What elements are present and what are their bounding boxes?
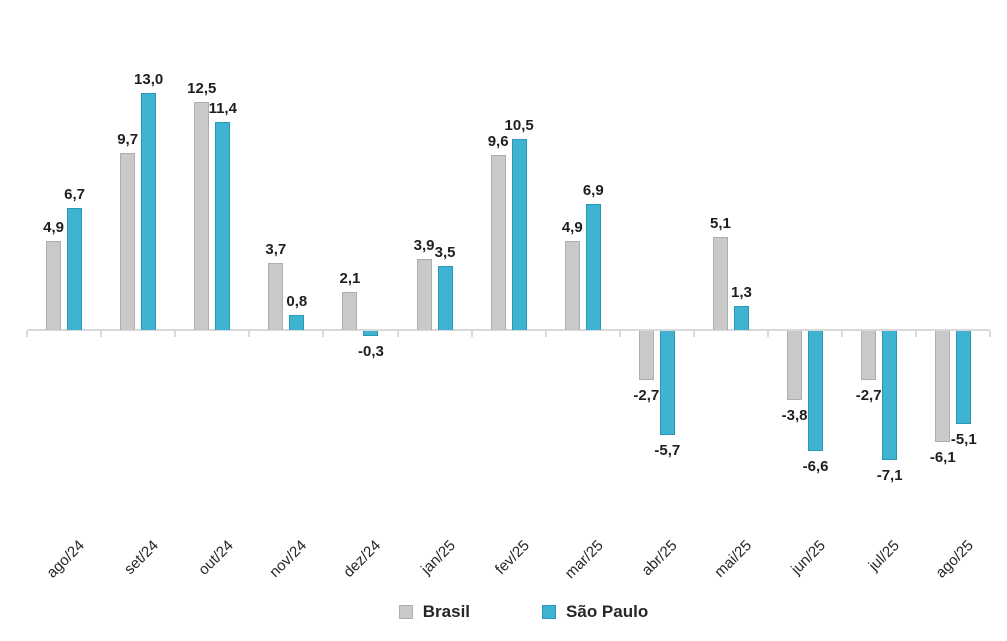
bar-value-label: 10,5 (504, 116, 534, 134)
bar-value-label: 3,7 (265, 240, 287, 258)
x-axis-label-text: mar/25 (561, 537, 607, 583)
bar-brasil (46, 240, 62, 330)
bar-brasil (416, 258, 432, 330)
x-axis-tick (174, 331, 177, 337)
bar-brasil (268, 262, 284, 330)
bar-brasil (638, 331, 654, 381)
x-axis-tick (248, 331, 251, 337)
bar-sao-paulo (733, 306, 749, 330)
bar-value-label: 1,3 (731, 284, 752, 302)
bar-value-label: 3,5 (434, 244, 456, 262)
bar-value-label: 9,6 (487, 132, 509, 150)
bar-value-label: -6,1 (929, 449, 956, 467)
bar-brasil (935, 331, 951, 443)
x-axis-tick (618, 331, 621, 337)
bar-sao-paulo (289, 315, 305, 330)
bar-sao-paulo (808, 331, 824, 452)
bar-sao-paulo (956, 331, 972, 424)
bar-brasil (490, 154, 506, 330)
bar-sao-paulo (141, 93, 157, 330)
bar-sao-paulo (215, 122, 231, 330)
x-axis-tick (100, 331, 103, 337)
chart-legend: Brasil São Paulo (0, 602, 1007, 622)
legend-item-sao-paulo: São Paulo (542, 602, 648, 622)
x-axis-tick (26, 331, 28, 337)
bar-value-label: -0,3 (358, 343, 384, 361)
x-axis-line (27, 329, 991, 331)
x-axis-label-text: fev/25 (491, 537, 533, 578)
bar-value-label: -5,7 (654, 441, 681, 459)
legend-label-sao-paulo: São Paulo (566, 602, 649, 621)
bar-value-label: 5,1 (710, 215, 731, 233)
bar-value-label: -6,6 (802, 458, 829, 476)
bar-value-label: -2,7 (633, 387, 660, 405)
bar-value-label: 4,9 (43, 218, 64, 236)
x-axis-tick (544, 331, 547, 337)
bar-sao-paulo (659, 331, 675, 435)
bar-value-label: 0,8 (286, 293, 308, 311)
bar-value-label: 12,5 (187, 80, 217, 98)
x-axis-tick (841, 331, 844, 337)
bar-value-label: 2,1 (339, 269, 361, 287)
legend-item-brasil: Brasil (398, 602, 471, 622)
x-axis-label-text: ago/25 (932, 537, 978, 582)
x-axis-label-text: jun/25 (788, 537, 830, 578)
bar-sao-paulo (585, 204, 601, 330)
bar-sao-paulo (511, 138, 527, 330)
bar-value-label: 3,9 (413, 236, 435, 254)
bar-value-label: 13,0 (134, 71, 164, 88)
x-axis-label-text: jan/25 (417, 537, 459, 578)
x-axis-label-text: dez/24 (340, 537, 385, 581)
x-axis-tick (692, 331, 695, 337)
bar-sao-paulo (437, 266, 453, 330)
bar-value-label: 6,9 (582, 182, 604, 200)
bar-brasil (194, 102, 210, 330)
bar-brasil (120, 153, 136, 330)
legend-swatch-sao-paulo (542, 605, 557, 619)
bar-value-label: 6,7 (64, 185, 85, 203)
legend-label-brasil: Brasil (422, 602, 471, 621)
bar-brasil (787, 331, 803, 401)
bar-brasil (342, 291, 358, 330)
bar-value-label: -7,1 (876, 467, 903, 485)
x-axis-label-text: abr/25 (638, 537, 681, 580)
bar-sao-paulo (67, 207, 83, 330)
x-axis-tick (322, 331, 325, 337)
x-axis-tick (989, 331, 992, 337)
x-axis-label-text: set/24 (121, 537, 163, 578)
bar-value-label: 11,4 (208, 100, 237, 118)
bar-brasil (712, 237, 728, 330)
x-axis-label-text: nov/24 (266, 537, 311, 581)
x-axis-tick (767, 331, 769, 337)
bar-sao-paulo (363, 331, 379, 337)
bar-value-label: -3,8 (781, 407, 808, 425)
x-axis-label-text: out/24 (194, 537, 237, 579)
x-axis-tick (915, 331, 918, 337)
x-axis-tick (396, 331, 399, 337)
legend-swatch-brasil (398, 605, 413, 619)
x-axis-tick (470, 331, 473, 337)
x-axis-label-text: mai/25 (711, 537, 755, 581)
bar-value-label: -2,7 (855, 387, 882, 405)
x-axis-label-text: jul/25 (865, 537, 904, 575)
bar-sao-paulo (882, 331, 898, 461)
x-axis-label-text: ago/24 (43, 537, 89, 582)
bar-brasil (861, 331, 877, 381)
bar-value-label: 4,9 (561, 218, 583, 236)
bar-value-label: 9,7 (117, 131, 139, 149)
bar-value-label: -5,1 (950, 430, 977, 448)
bar-brasil (564, 240, 580, 330)
